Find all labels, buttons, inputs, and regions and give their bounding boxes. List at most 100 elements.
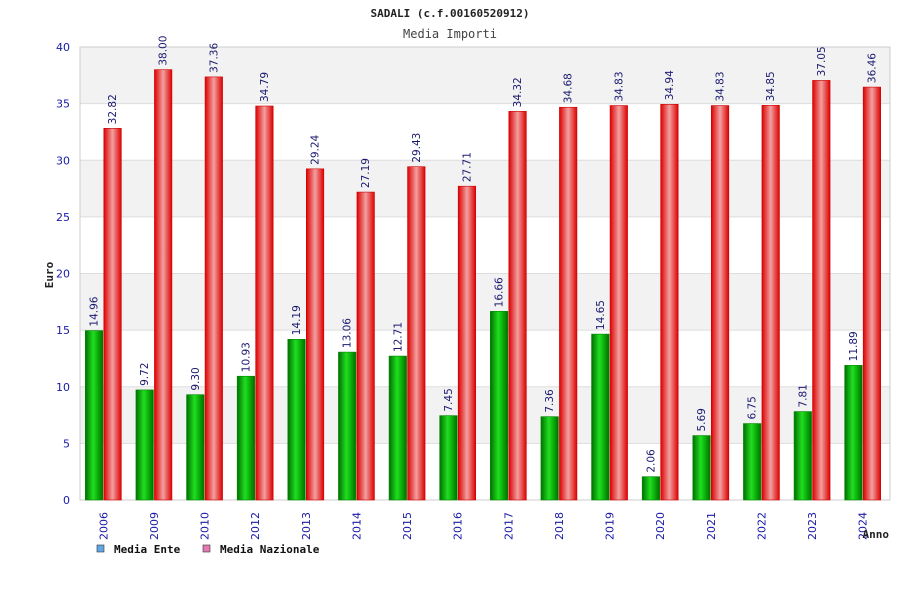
y-axis-label: Euro [43, 261, 56, 288]
bar-media-ente [641, 476, 660, 501]
value-label-media-nazionale: 34.85 [765, 71, 777, 101]
value-label-media-nazionale: 27.71 [461, 152, 473, 182]
value-label-media-nazionale: 36.46 [866, 53, 878, 83]
bar-media-ente [287, 338, 306, 501]
y-tick-label: 0 [63, 494, 70, 507]
bar-media-ente [844, 365, 863, 501]
x-tick-label: 2010 [199, 512, 212, 540]
bar-media-ente [743, 423, 762, 501]
bar-media-ente [388, 355, 407, 501]
chart-title: SADALI (c.f.00160520912) [371, 7, 530, 20]
value-label-media-nazionale: 37.05 [816, 46, 828, 76]
bar-media-nazionale [711, 105, 730, 501]
bar-media-nazionale [660, 104, 679, 501]
x-tick-label: 2018 [553, 512, 566, 540]
value-label-media-nazionale: 34.32 [512, 77, 524, 107]
value-label-media-nazionale: 34.83 [715, 71, 727, 101]
legend-label-media-ente: Media Ente [114, 543, 181, 556]
legend: Media Ente Media Nazionale [96, 543, 320, 556]
value-label-media-nazionale: 29.24 [310, 134, 322, 164]
value-label-media-ente: 9.30 [190, 367, 202, 390]
x-axis-label: Anno [863, 528, 890, 541]
x-tick-label: 2017 [502, 512, 515, 540]
bar-media-ente [186, 394, 205, 501]
bar-media-nazionale [356, 191, 375, 501]
legend-swatch-media-nazionale [202, 544, 211, 553]
x-tick-label: 2021 [705, 512, 718, 540]
value-label-media-ente: 5.69 [696, 408, 708, 431]
chart-subtitle: Media Importi [403, 27, 497, 41]
value-label-media-ente: 7.45 [443, 388, 455, 411]
value-label-media-nazionale: 34.79 [259, 72, 271, 102]
value-label-media-ente: 13.06 [342, 318, 354, 348]
bar-media-nazionale [812, 80, 831, 501]
bar-media-ente [490, 311, 509, 501]
bar-media-ente [338, 351, 357, 501]
bar-media-nazionale [862, 86, 881, 501]
value-label-media-nazionale: 27.19 [360, 158, 372, 188]
bar-media-nazionale [407, 166, 426, 501]
bar-media-nazionale [103, 128, 122, 501]
bar-media-nazionale [761, 105, 780, 501]
y-tick-label: 20 [56, 268, 70, 281]
value-label-media-nazionale: 32.82 [107, 94, 119, 124]
value-label-media-ente: 7.36 [544, 389, 556, 413]
value-label-media-nazionale: 34.83 [613, 71, 625, 101]
y-tick-label: 35 [56, 98, 70, 111]
bar-media-nazionale [204, 76, 223, 501]
bar-media-ente [793, 411, 812, 501]
plot-frame [79, 46, 891, 501]
x-tick-label: 2019 [604, 512, 617, 540]
data-labels: 14.96 32.82 9.72 38.00 9.30 37.36 10.93 34.79 14… [89, 36, 879, 473]
value-label-media-ente: 14.96 [89, 296, 101, 326]
bar-media-nazionale [508, 111, 527, 501]
y-tick-label: 40 [56, 41, 70, 54]
value-label-media-nazionale: 29.43 [411, 133, 423, 163]
value-label-media-ente: 2.06 [645, 449, 657, 473]
bar-media-ente [439, 415, 458, 501]
legend-swatch-media-ente [96, 544, 105, 553]
x-tick-label: 2015 [401, 512, 414, 540]
value-label-media-ente: 9.72 [139, 363, 151, 386]
value-label-media-ente: 12.71 [392, 322, 404, 352]
value-label-media-ente: 16.66 [494, 277, 506, 307]
x-tick-label: 2014 [350, 512, 363, 540]
y-axis-ticks: 0 5 10 15 20 25 30 35 40 [56, 41, 70, 507]
y-tick-label: 15 [56, 324, 70, 337]
bar-media-ente [135, 389, 154, 501]
y-tick-label: 5 [63, 437, 70, 450]
value-label-media-nazionale: 34.68 [563, 73, 575, 103]
value-label-media-ente: 7.81 [797, 384, 809, 407]
bar-media-ente [85, 330, 104, 501]
value-label-media-nazionale: 34.94 [664, 70, 676, 100]
y-tick-label: 30 [56, 154, 70, 167]
bar-media-ente [692, 435, 711, 501]
bar-media-nazionale [306, 168, 325, 501]
value-label-media-ente: 10.93 [240, 342, 252, 372]
x-tick-label: 2012 [249, 512, 262, 540]
x-tick-label: 2016 [452, 512, 465, 540]
x-axis-ticks: 2006 2009 2010 2012 2013 2014 2015 2016 2017 2018… [97, 512, 869, 540]
bar-media-ente [236, 375, 255, 501]
y-tick-label: 10 [56, 381, 70, 394]
value-label-media-ente: 14.65 [595, 300, 607, 330]
bar-media-nazionale [559, 106, 578, 501]
value-label-media-ente: 14.19 [291, 305, 303, 335]
x-tick-label: 2020 [654, 512, 667, 540]
value-label-media-nazionale: 38.00 [158, 36, 170, 66]
value-label-media-ente: 6.75 [747, 396, 759, 419]
bars [85, 69, 881, 501]
bar-media-nazionale [457, 185, 476, 501]
bar-media-ente [591, 333, 610, 501]
y-tick-label: 25 [56, 211, 70, 224]
bar-media-nazionale [255, 105, 274, 501]
bar-media-nazionale [609, 105, 628, 501]
bar-media-nazionale [154, 69, 173, 501]
x-tick-label: 2024 [857, 512, 870, 540]
bar-media-ente [540, 416, 559, 501]
value-label-media-nazionale: 37.36 [208, 43, 220, 73]
legend-label-media-nazionale: Media Nazionale [220, 543, 320, 556]
value-label-media-ente: 11.89 [848, 331, 860, 361]
